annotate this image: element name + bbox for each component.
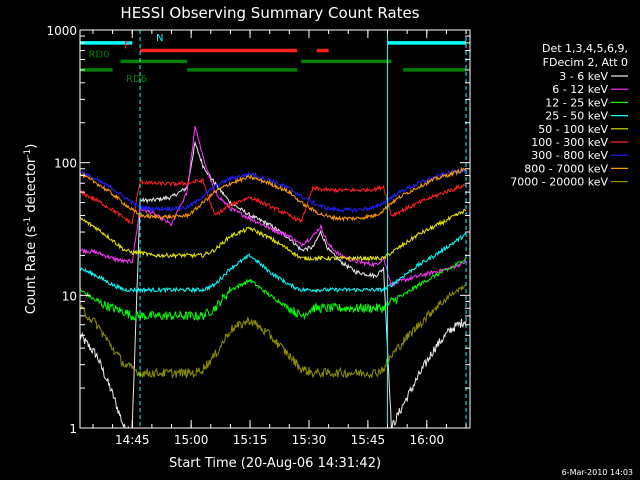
x-tick-label-3: 15:30 bbox=[292, 433, 327, 447]
legend-label-2: 12 - 25 keV bbox=[545, 96, 608, 109]
series-lines bbox=[80, 126, 467, 428]
series-line-2 bbox=[80, 257, 467, 322]
y-axis-label-sup1: -1 bbox=[23, 217, 33, 226]
y-tick-label-3: 1000 bbox=[46, 24, 77, 38]
y-axis-label-sup2: -1 bbox=[23, 149, 33, 158]
series-line-0 bbox=[80, 140, 467, 428]
legend-label-8: 7000 - 20000 keV bbox=[510, 176, 608, 189]
plot-frame bbox=[79, 29, 471, 429]
flag-label-n: N bbox=[156, 33, 163, 44]
y-tick-label-1: 10 bbox=[62, 289, 77, 303]
series-line-4 bbox=[80, 208, 467, 263]
y-axis-label: Count Rate (s-1 detector-1) bbox=[23, 144, 39, 315]
chart-title: HESSI Observing Summary Count Rates bbox=[120, 4, 419, 22]
x-tick-label-2: 15:15 bbox=[233, 433, 268, 447]
y-axis-label-main: Count Rate (s bbox=[24, 226, 39, 315]
flag-label-rd0: RD0 bbox=[88, 49, 109, 60]
axes: 14:45 15:00 15:15 15:30 15:45 16:00 1 10 100 1000 bbox=[46, 24, 470, 447]
legend-label-4: 50 - 100 keV bbox=[538, 123, 608, 136]
legend-label-6: 300 - 800 keV bbox=[531, 149, 608, 162]
series-line-8 bbox=[80, 284, 467, 380]
series-line-3 bbox=[80, 232, 467, 294]
legend-header-2: FDecim 2, Att 0 bbox=[543, 56, 628, 69]
legend-header-1: Det 1,3,4,5,6,9, bbox=[542, 42, 628, 55]
series-line-5 bbox=[80, 178, 467, 226]
time-markers bbox=[139, 30, 467, 428]
legend-label-1: 6 - 12 keV bbox=[552, 83, 608, 96]
legend-label-7: 800 - 7000 keV bbox=[524, 162, 608, 175]
x-tick-label-4: 15:45 bbox=[351, 433, 386, 447]
x-tick-label-0: 14:45 bbox=[115, 433, 150, 447]
series-line-7 bbox=[80, 166, 467, 222]
x-tick-label-1: 15:00 bbox=[174, 433, 209, 447]
flag-bars: N F RD0 RD6 bbox=[80, 33, 467, 85]
flag-label-rd6: RD6 bbox=[126, 74, 147, 85]
flag-label-f: F bbox=[124, 41, 130, 52]
x-axis-label: Start Time (20-Aug-06 14:31:42) bbox=[169, 456, 381, 471]
y-axis-label-mid: detector bbox=[24, 157, 39, 217]
legend: Det 1,3,4,5,6,9, FDecim 2, Att 0 3 - 6 k… bbox=[510, 42, 628, 189]
series-line-6 bbox=[80, 167, 467, 214]
y-tick-label-0: 1 bbox=[69, 422, 77, 436]
x-tick-label-5: 16:00 bbox=[410, 433, 445, 447]
legend-label-5: 100 - 300 keV bbox=[531, 136, 608, 149]
y-tick-label-2: 100 bbox=[54, 157, 77, 171]
legend-label-3: 25 - 50 keV bbox=[545, 110, 608, 123]
y-axis-label-end: ) bbox=[24, 144, 39, 149]
date-stamp: 6-Mar-2010 14:03 bbox=[562, 468, 633, 477]
legend-label-0: 3 - 6 keV bbox=[559, 70, 608, 83]
